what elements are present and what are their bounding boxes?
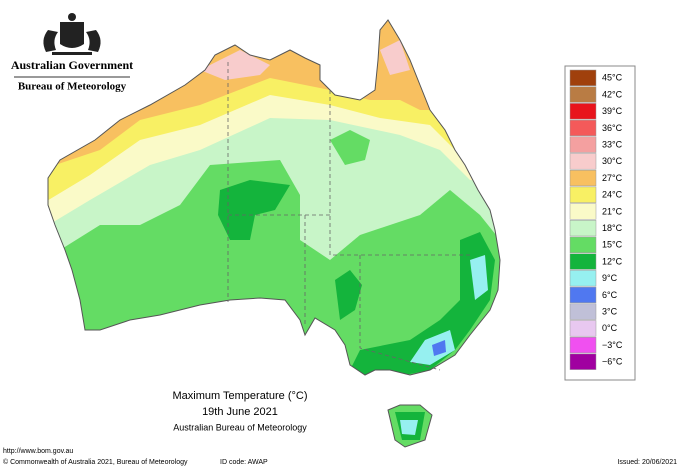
legend-label: 15°C <box>602 240 623 250</box>
state-borders <box>227 62 470 371</box>
legend-swatch <box>569 270 597 287</box>
band-30 <box>200 40 410 80</box>
legend-label: 27°C <box>602 173 623 183</box>
legend-swatch <box>569 153 597 170</box>
caption-title: Maximum Temperature (°C) <box>172 390 307 402</box>
footer-issued: Issued: 20/06/2021 <box>617 459 677 466</box>
legend-swatch <box>569 136 597 153</box>
caption-source: Australian Bureau of Meteorology <box>173 422 307 432</box>
legend-swatch <box>569 236 597 253</box>
legend-label: 18°C <box>602 223 623 233</box>
legend-swatch <box>569 286 597 304</box>
legend-swatch <box>569 119 597 137</box>
legend-label: 30°C <box>602 156 623 166</box>
header-bureau: Bureau of Meteorology <box>18 81 127 93</box>
logo-crest <box>43 13 101 55</box>
legend-swatch <box>569 86 597 103</box>
header-government: Australian Government <box>11 58 133 72</box>
legend-label: −3°C <box>602 340 623 350</box>
legend-label: 9°C <box>602 273 618 283</box>
legend-label: 39°C <box>602 106 623 116</box>
footer-copyright: © Commonwealth of Australia 2021, Bureau… <box>3 458 188 466</box>
legend-label: −6°C <box>602 357 623 367</box>
legend-label: 42°C <box>602 89 623 99</box>
band-6 <box>432 340 446 356</box>
coastline <box>47 19 501 448</box>
band-12-centre <box>218 180 290 240</box>
footer-id: ID code: AWAP <box>220 459 268 466</box>
legend-label: 45°C <box>602 73 623 83</box>
legend-swatch <box>569 253 597 270</box>
legend-swatch <box>569 103 597 120</box>
caption-date: 19th June 2021 <box>202 406 278 418</box>
legend-label: 0°C <box>602 323 618 333</box>
band-15-north <box>330 130 370 165</box>
footer-url: http://www.bom.gov.au <box>3 448 73 455</box>
legend-swatch <box>569 303 597 320</box>
legend-label: 3°C <box>602 307 618 317</box>
legend-label: 12°C <box>602 256 623 266</box>
legend-label: 24°C <box>602 190 623 200</box>
legend-label: 21°C <box>602 206 623 216</box>
legend-swatch <box>569 353 597 370</box>
legend-swatch <box>569 203 597 220</box>
legend-swatch <box>569 69 597 86</box>
band-12-east <box>350 232 495 380</box>
legend-swatch <box>569 336 597 354</box>
legend-swatch <box>569 220 597 237</box>
legend-label: 33°C <box>602 140 623 150</box>
legend-label: 36°C <box>602 123 623 133</box>
legend-swatch <box>569 320 597 337</box>
legend-swatch <box>569 186 597 203</box>
legend-label: 6°C <box>602 290 618 300</box>
legend-swatch <box>569 169 597 187</box>
legend: 45°C 42°C 39°C 36°C 33°C 30°C 27°C 24°C 21°C 18°C… <box>569 69 623 370</box>
